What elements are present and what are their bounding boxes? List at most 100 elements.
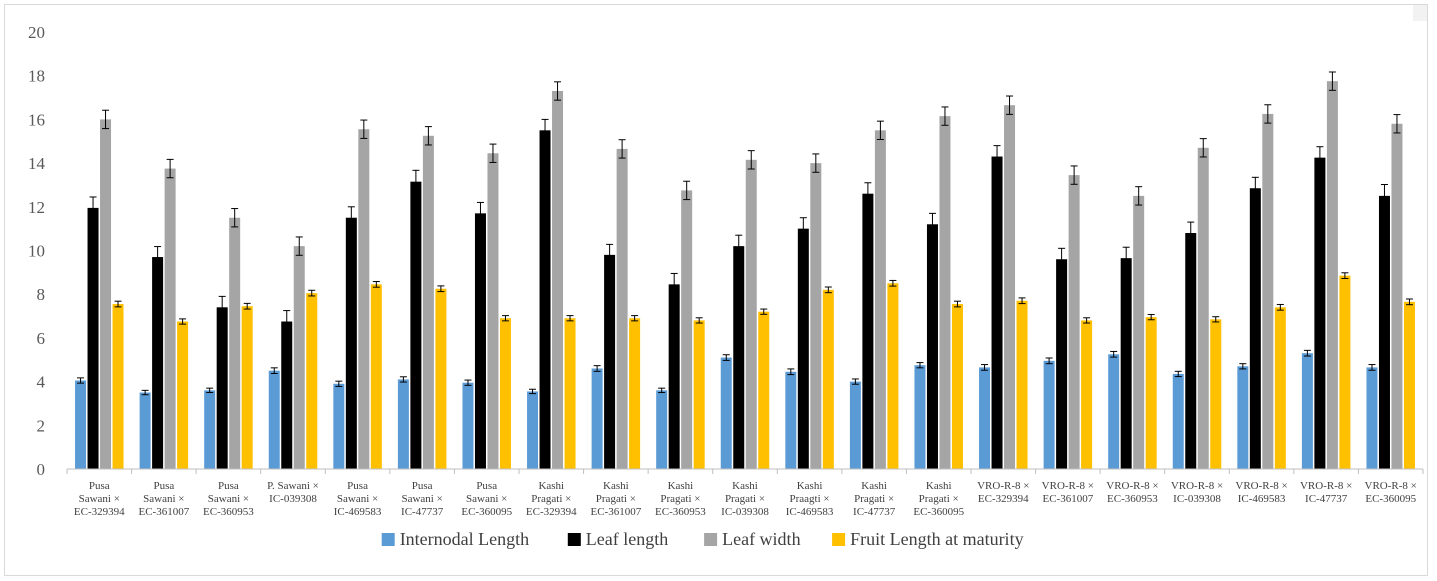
bar [552,90,564,470]
chart-frame: 0 2 4 6 8 10 12 14 16 18 20 Pusa Sawani × EC-329394 P… [4,4,1428,576]
error-bar [1122,246,1130,270]
bar [1197,147,1209,469]
error-bar [89,196,97,220]
error-bar [941,106,949,126]
bar [1185,233,1197,469]
legend-swatch [832,533,846,546]
bar [527,391,539,469]
error-bar [179,318,187,325]
x-category-label: Kashi Praagti × IC-469583 [786,480,834,518]
error-bar [1239,363,1247,370]
bar [87,207,99,469]
error-bar [1303,349,1311,357]
x-category-label: Pusa Sawani × IC-469583 [334,480,382,518]
error-bar [1380,184,1388,208]
y-tick-label: 14 [28,154,46,173]
error-bar [916,362,924,369]
y-tick-label: 18 [28,67,45,86]
error-bar [1328,71,1336,91]
error-bar [154,246,162,269]
bar [1237,366,1249,469]
error-bar [787,368,795,376]
error-bar [206,387,214,394]
bar [810,163,822,469]
legend-item: Leaf length [567,529,668,549]
error-bar [683,180,691,201]
bar [758,311,770,469]
bar [656,390,668,469]
legend-item: Leaf width [704,529,801,549]
error-bar [141,389,149,396]
error-bar [928,212,936,236]
error-bar [412,169,420,194]
error-bar [489,143,497,163]
x-category-label: Kashi Pragati × EC-329394 [526,480,577,518]
error-bar [618,139,626,159]
bar [862,193,874,469]
bar [281,321,293,469]
x-category-label: VRO-R-8 × EC-329394 [977,480,1029,505]
bar [100,119,112,470]
error-bar [1316,146,1324,170]
bar [1378,195,1390,469]
bar [604,254,616,469]
error-bar [1187,221,1195,245]
bar [720,357,732,469]
bar [991,156,1003,470]
y-tick-label: 20 [28,23,45,42]
bar [1056,259,1068,469]
error-bar [399,376,407,383]
y-tick-label: 10 [28,242,45,261]
error-bar [1405,298,1413,306]
error-bar [889,279,897,287]
x-category-label: VRO-R-8 × EC-361007 [1042,480,1094,505]
error-bar [166,158,174,179]
error-bar [231,208,239,228]
bar [462,382,474,469]
error-bar [1174,370,1182,378]
bar [1004,105,1016,469]
bar [410,181,422,470]
bar [1081,320,1093,469]
error-bar [335,380,343,387]
error-bar [1368,364,1376,371]
error-bar [1045,357,1053,365]
y-tick-label: 0 [37,460,46,479]
bar [435,288,447,469]
bar [216,307,228,469]
error-bar [529,388,537,395]
error-bar [566,315,574,322]
y-tick-label: 4 [37,373,46,392]
legend: Internodal Length Leaf length Leaf width Fr… [381,529,1024,549]
bar [1016,300,1028,469]
error-bar [308,289,316,297]
error-bar [1058,247,1066,271]
error-bar [541,118,549,142]
bar [1043,360,1055,469]
legend-label: Internodal Length [400,529,529,549]
x-category-label: Kashi Pragati × IC-039308 [721,480,769,518]
error-bar [1018,297,1026,305]
bar [241,306,253,469]
error-bar [747,150,755,170]
error-bar [283,310,291,333]
legend-swatch [381,533,395,546]
bar [1366,367,1378,469]
x-category-label: VRO-R-8 × EC-360095 [1365,480,1417,505]
x-category-label: Kashi Pragati × EC-360095 [913,480,964,518]
error-bar [1199,138,1207,158]
bar [229,217,241,469]
error-bar [243,302,251,310]
error-bar [993,145,1001,168]
error-bar [1212,316,1220,323]
legend-swatch [704,533,718,546]
error-bar [554,81,562,101]
error-bar [372,281,380,288]
error-bar [476,201,484,225]
bar [1262,113,1274,469]
error-bar [824,286,832,294]
error-bar [1070,165,1078,185]
x-category-label: Pusa Sawani × IC-47737 [401,480,444,518]
bar [1172,373,1184,469]
